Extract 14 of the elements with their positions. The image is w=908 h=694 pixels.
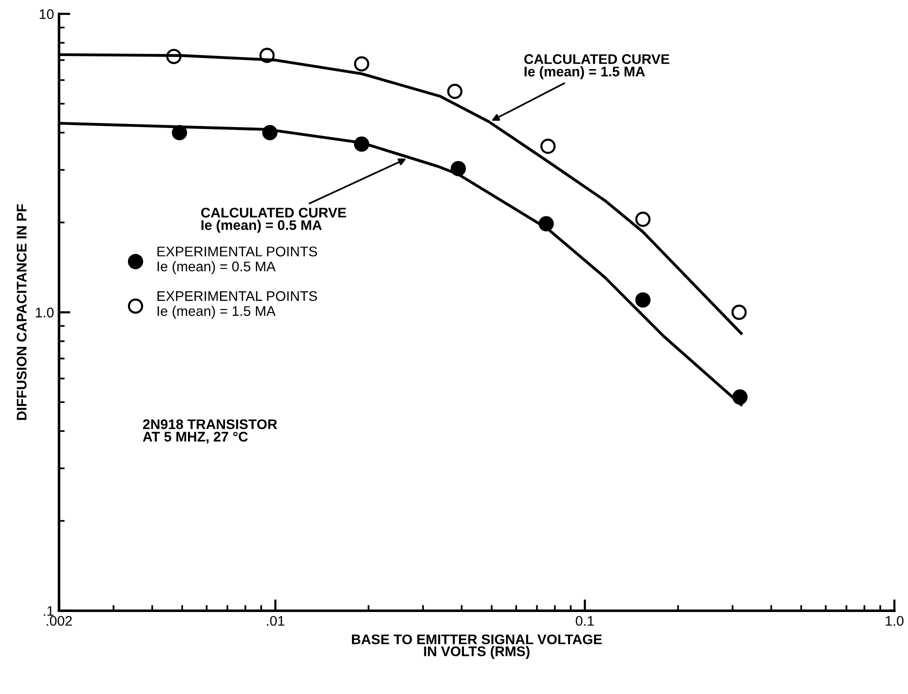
x-tick-label: .002	[46, 616, 72, 626]
y-tick-label: .1	[44, 606, 54, 616]
annotation: CALCULATED CURVE Ie (mean) = 1.5 MA	[524, 54, 670, 80]
x-tick-label: 0.1	[576, 616, 594, 626]
legend-label: EXPERIMENTAL POINTS Ie (mean) = 1.5 MA	[158, 291, 318, 319]
y-axis-title: DIFFUSION CAPACITANCE IN PF	[16, 204, 27, 420]
annotation: CALCULATED CURVE Ie (mean) = 0.5 MA	[201, 208, 346, 233]
legend-label: EXPERIMENTAL POINTS Ie (mean) = 0.5 MA	[158, 246, 318, 274]
y-tick-label: 1.0	[36, 308, 54, 318]
x-tick-label: .01	[266, 616, 284, 626]
x-tick-label: 1.0	[886, 616, 904, 626]
annotation: 2N918 TRANSISTOR AT 5 MHZ, 27 °C	[142, 419, 278, 444]
x-axis-title: BASE TO EMITTER SIGNAL VOLTAGE IN VOLTS (RMS)	[352, 634, 602, 659]
y-tick-label: 10	[40, 9, 54, 20]
